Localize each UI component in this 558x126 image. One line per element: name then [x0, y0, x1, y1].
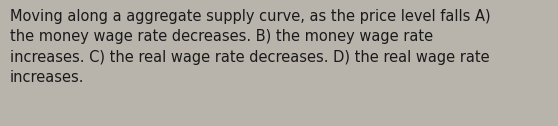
Text: Moving along a aggregate supply curve, as the price level falls A)
the money wag: Moving along a aggregate supply curve, a… — [10, 9, 490, 85]
